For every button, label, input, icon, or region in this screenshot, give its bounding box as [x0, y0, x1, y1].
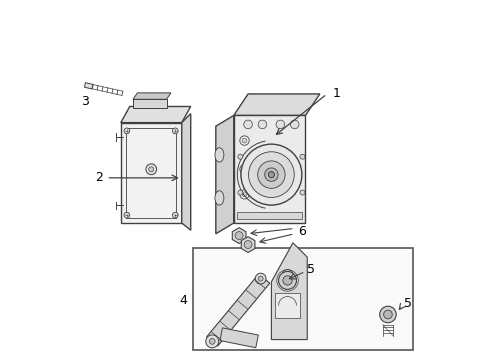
Circle shape — [172, 128, 178, 134]
Circle shape — [264, 168, 278, 181]
Circle shape — [278, 271, 296, 289]
Circle shape — [235, 231, 243, 239]
Circle shape — [209, 338, 215, 344]
Circle shape — [379, 306, 395, 323]
Circle shape — [242, 138, 246, 143]
Circle shape — [145, 164, 156, 175]
Circle shape — [172, 212, 178, 218]
Bar — [126, 128, 176, 218]
Circle shape — [290, 120, 298, 129]
Bar — [192, 248, 412, 350]
Polygon shape — [241, 237, 254, 252]
Circle shape — [244, 240, 251, 248]
Circle shape — [239, 190, 249, 199]
Polygon shape — [133, 93, 171, 99]
Circle shape — [242, 192, 246, 197]
Ellipse shape — [214, 148, 224, 162]
Text: 3: 3 — [81, 95, 89, 108]
Circle shape — [282, 276, 292, 285]
Text: 6: 6 — [298, 225, 305, 238]
Text: 2: 2 — [95, 171, 102, 184]
Circle shape — [241, 144, 301, 205]
Circle shape — [124, 128, 129, 134]
Polygon shape — [271, 243, 306, 339]
Polygon shape — [206, 274, 269, 346]
Text: 4: 4 — [179, 294, 187, 307]
Bar — [237, 212, 301, 220]
Text: 1: 1 — [332, 87, 340, 100]
Polygon shape — [215, 116, 233, 234]
Text: 5: 5 — [306, 263, 315, 276]
Circle shape — [258, 276, 263, 281]
Circle shape — [239, 165, 249, 174]
Bar — [233, 116, 305, 223]
Circle shape — [257, 161, 285, 188]
Bar — [133, 99, 166, 108]
Circle shape — [244, 120, 252, 129]
Circle shape — [239, 136, 249, 145]
Polygon shape — [182, 114, 190, 230]
Bar — [121, 123, 182, 223]
Polygon shape — [232, 228, 245, 243]
Circle shape — [242, 167, 246, 172]
Circle shape — [255, 273, 265, 284]
Circle shape — [124, 212, 129, 218]
Circle shape — [299, 190, 305, 195]
Circle shape — [383, 310, 391, 319]
Bar — [84, 83, 93, 89]
Bar — [274, 293, 300, 318]
Polygon shape — [121, 107, 190, 123]
Circle shape — [268, 172, 274, 178]
Polygon shape — [220, 328, 258, 348]
Ellipse shape — [214, 191, 224, 205]
Polygon shape — [233, 94, 319, 116]
Circle shape — [248, 152, 294, 198]
Circle shape — [299, 154, 305, 159]
Circle shape — [258, 120, 266, 129]
Circle shape — [282, 270, 292, 280]
Circle shape — [148, 167, 153, 172]
Circle shape — [205, 335, 218, 348]
Circle shape — [237, 154, 243, 159]
Circle shape — [276, 120, 284, 129]
Circle shape — [237, 190, 243, 195]
Text: 5: 5 — [403, 297, 411, 310]
